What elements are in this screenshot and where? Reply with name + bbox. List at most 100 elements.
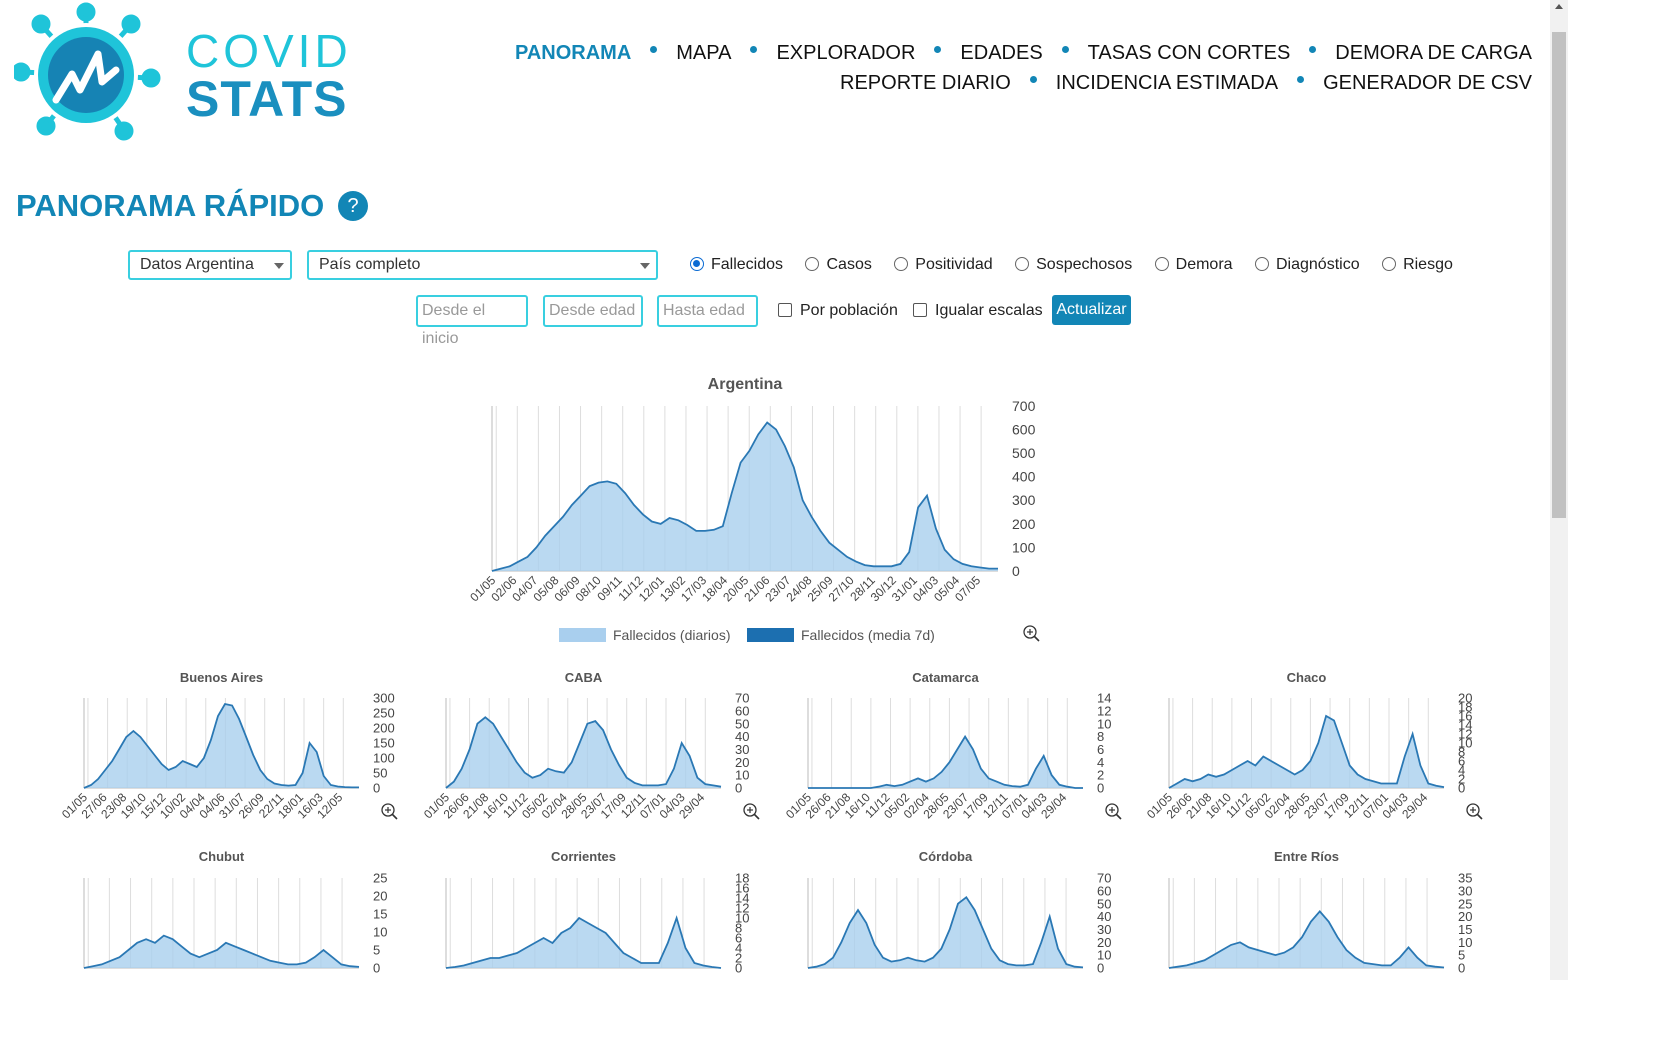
y-tick-label: 300: [373, 691, 395, 706]
y-tick-label: 30: [1097, 922, 1111, 937]
y-tick-label: 8: [735, 921, 742, 936]
y-tick-label: 16: [1458, 709, 1472, 724]
y-tick-label: 600: [1012, 421, 1036, 437]
zoom-in-icon[interactable]: [1105, 803, 1122, 820]
y-tick-label: 14: [1097, 691, 1111, 706]
y-tick-label: 50: [373, 766, 387, 781]
daily-area: [1169, 716, 1444, 788]
nav-row-1: PANORAMA MAPA EXPLORADOR EDADES TASAS CON CO…: [515, 38, 1532, 68]
y-tick-label: 150: [373, 736, 395, 751]
radio-button-icon[interactable]: [1154, 257, 1169, 271]
y-tick-label: 15: [373, 907, 387, 922]
avg-line: [1168, 714, 1445, 789]
y-tick-label: 0: [735, 961, 742, 976]
daily-area: [84, 935, 359, 968]
y-tick-label: 15: [1458, 922, 1472, 937]
date-from-input[interactable]: Desde el inicio: [416, 295, 528, 347]
avg-line: [445, 915, 722, 969]
y-tick-label: 20: [735, 755, 749, 770]
main-nav: PANORAMA MAPA EXPLORADOR EDADES TASAS CON CO…: [515, 38, 1532, 98]
y-tick-label: 35: [1458, 871, 1472, 886]
help-button[interactable]: ?: [338, 191, 368, 221]
radio-positividad[interactable]: Positividad: [894, 256, 993, 274]
avg-line: [83, 934, 360, 969]
nav-explorador[interactable]: EXPLORADOR: [776, 42, 916, 64]
y-tick-label: 10: [373, 925, 387, 940]
zoom-in-icon[interactable]: [743, 803, 760, 820]
nav-mapa[interactable]: MAPA: [676, 42, 732, 64]
chart-title: Buenos Aires: [180, 670, 263, 685]
radio-button-icon[interactable]: [690, 257, 704, 271]
y-tick-label: 400: [1012, 469, 1036, 485]
radio-sospechosos[interactable]: Sospechosos: [1015, 256, 1132, 274]
chevron-down-icon: [274, 263, 284, 269]
chart-title: Chaco: [1287, 670, 1327, 685]
y-tick-label: 18: [735, 871, 749, 886]
metric-radio-group: Fallecidos Casos Positividad Sospechosos…: [690, 256, 1471, 274]
checkbox-icon[interactable]: [913, 303, 927, 317]
radio-riesgo[interactable]: Riesgo: [1382, 256, 1453, 274]
chart-title: Corrientes: [551, 849, 616, 864]
y-tick-label: 18: [1458, 700, 1472, 715]
age-from-input[interactable]: Desde edad: [543, 295, 643, 327]
radio-demora[interactable]: Demora: [1154, 256, 1233, 274]
y-tick-label: 12: [1458, 727, 1472, 742]
logo-word-covid: COVID: [186, 25, 352, 77]
y-tick-label: 70: [1097, 871, 1111, 886]
source-select[interactable]: Datos Argentina: [128, 250, 292, 280]
radio-diagnostico[interactable]: Diagnóstico: [1255, 256, 1360, 274]
daily-area: [1169, 911, 1444, 968]
y-tick-label: 20: [373, 889, 387, 904]
nav-incidencia-estimada[interactable]: INCIDENCIA ESTIMADA: [1055, 72, 1279, 94]
y-tick-label: 60: [735, 703, 749, 718]
region-select[interactable]: País completo: [307, 250, 658, 280]
nav-panorama[interactable]: PANORAMA: [514, 42, 632, 64]
radio-button-icon[interactable]: [1015, 257, 1030, 271]
equal-scales-checkbox[interactable]: Igualar escalas: [913, 302, 1043, 320]
nav-reporte-diario[interactable]: REPORTE DIARIO: [840, 72, 1011, 94]
zoom-lens: [1105, 803, 1119, 817]
radio-label: Positividad: [915, 256, 993, 273]
radio-button-icon[interactable]: [805, 257, 820, 271]
y-tick-label: 5: [1458, 948, 1465, 963]
zoom-in-icon[interactable]: [1466, 803, 1483, 820]
checkbox-icon[interactable]: [778, 303, 792, 317]
radio-fallecidos[interactable]: Fallecidos: [690, 256, 783, 274]
update-button[interactable]: Actualizar: [1052, 295, 1131, 325]
radio-button-icon[interactable]: [1382, 257, 1397, 271]
nav-separator-dot: [650, 46, 658, 54]
nav-edades[interactable]: EDADES: [960, 42, 1043, 64]
scrollbar[interactable]: [1550, 0, 1568, 980]
y-tick-label: 60: [1097, 883, 1111, 898]
y-tick-label: 4: [1458, 763, 1465, 778]
covid-stats-logo[interactable]: [14, 2, 374, 148]
y-tick-label: 300: [1012, 492, 1036, 508]
radio-button-icon[interactable]: [894, 257, 909, 271]
y-tick-label: 30: [1458, 883, 1472, 898]
zoom-in-icon[interactable]: [1023, 625, 1040, 642]
per-population-checkbox[interactable]: Por población: [778, 302, 898, 320]
y-tick-label: 0: [1012, 563, 1020, 579]
radio-button-icon[interactable]: [1255, 257, 1269, 271]
nav-generador-de-csv[interactable]: GENERADOR DE CSV: [1323, 72, 1532, 94]
y-tick-label: 0: [373, 961, 380, 976]
chart-title: Chubut: [199, 849, 245, 864]
y-tick-label: 100: [373, 751, 395, 766]
checkbox-label: Por población: [800, 302, 898, 319]
chart-title: Córdoba: [919, 849, 973, 864]
zoom-in-icon[interactable]: [381, 803, 398, 820]
radio-label: Casos: [826, 256, 872, 273]
y-tick-label: 8: [1458, 745, 1465, 760]
scroll-up-arrow-icon[interactable]: [1555, 4, 1563, 9]
nav-demora-de-carga[interactable]: DEMORA DE CARGA: [1335, 42, 1532, 64]
scrollbar-thumb[interactable]: [1552, 32, 1566, 518]
age-to-input[interactable]: Hasta edad: [657, 295, 758, 327]
daily-area: [808, 897, 1083, 968]
daily-area: [492, 422, 998, 571]
radio-casos[interactable]: Casos: [805, 256, 872, 274]
chart-title: CABA: [565, 670, 603, 685]
y-tick-label: 10: [1097, 716, 1111, 731]
nav-tasas-con-cortes[interactable]: TASAS CON CORTES: [1087, 42, 1291, 64]
y-tick-label: 2: [1458, 772, 1465, 787]
nav-separator-dot: [1297, 76, 1305, 84]
